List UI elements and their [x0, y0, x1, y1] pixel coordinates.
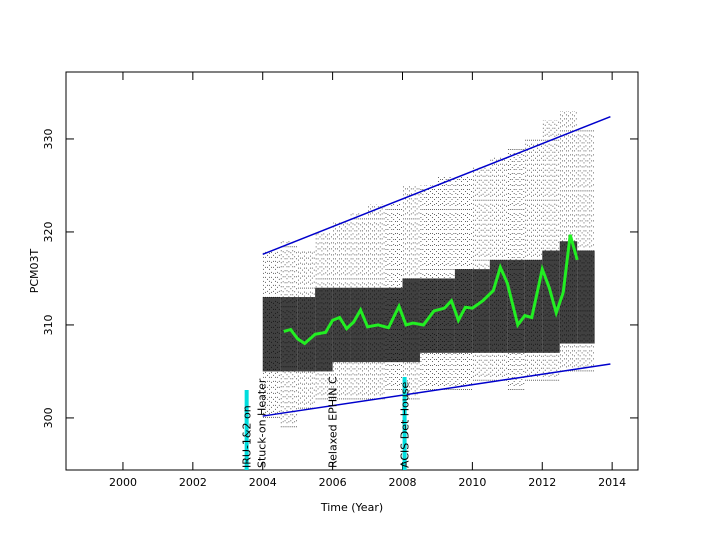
scatter-core [542, 250, 560, 353]
x-tick-label: 2006 [319, 476, 347, 489]
x-tick-label: 2010 [458, 476, 486, 489]
x-tick-label: 2002 [179, 476, 207, 489]
y-axis-label: PCM03T [28, 248, 41, 293]
event-label: Relaxed EPHIN C [327, 376, 340, 468]
scatter-core [315, 287, 333, 372]
plot-frame [65, 71, 639, 471]
scatter-core [385, 287, 403, 363]
series-line [283, 234, 579, 346]
y-tick-label: 320 [42, 221, 55, 242]
event-label: IRU-1&2 on [241, 405, 254, 468]
scatter-core [437, 278, 455, 353]
x-tick-label: 2014 [598, 476, 626, 489]
series-line [262, 115, 611, 255]
scatter-core [297, 297, 316, 372]
x-axis-label: Time (Year) [320, 501, 383, 514]
y-tick-label: 300 [42, 407, 55, 428]
x-tick-label: 2000 [109, 476, 137, 489]
scatter-core [280, 297, 298, 372]
x-tick-label: 2012 [528, 476, 556, 489]
scatter-core [507, 259, 525, 353]
scatter-core [472, 269, 490, 353]
scatter-core [332, 287, 351, 363]
event-label: Stuck-on Heater [256, 378, 269, 468]
event-label: ACIS Det House [399, 382, 412, 468]
scatter-core [262, 297, 281, 372]
y-tick-label: 310 [42, 314, 55, 335]
series-line [262, 363, 611, 417]
scatter-core [577, 250, 595, 344]
scatter-core [559, 241, 578, 344]
scatter-core [350, 287, 368, 363]
scatter-core [402, 278, 420, 363]
x-tick-label: 2008 [388, 476, 416, 489]
x-tick-label: 2004 [249, 476, 277, 489]
y-tick-label: 330 [42, 128, 55, 149]
